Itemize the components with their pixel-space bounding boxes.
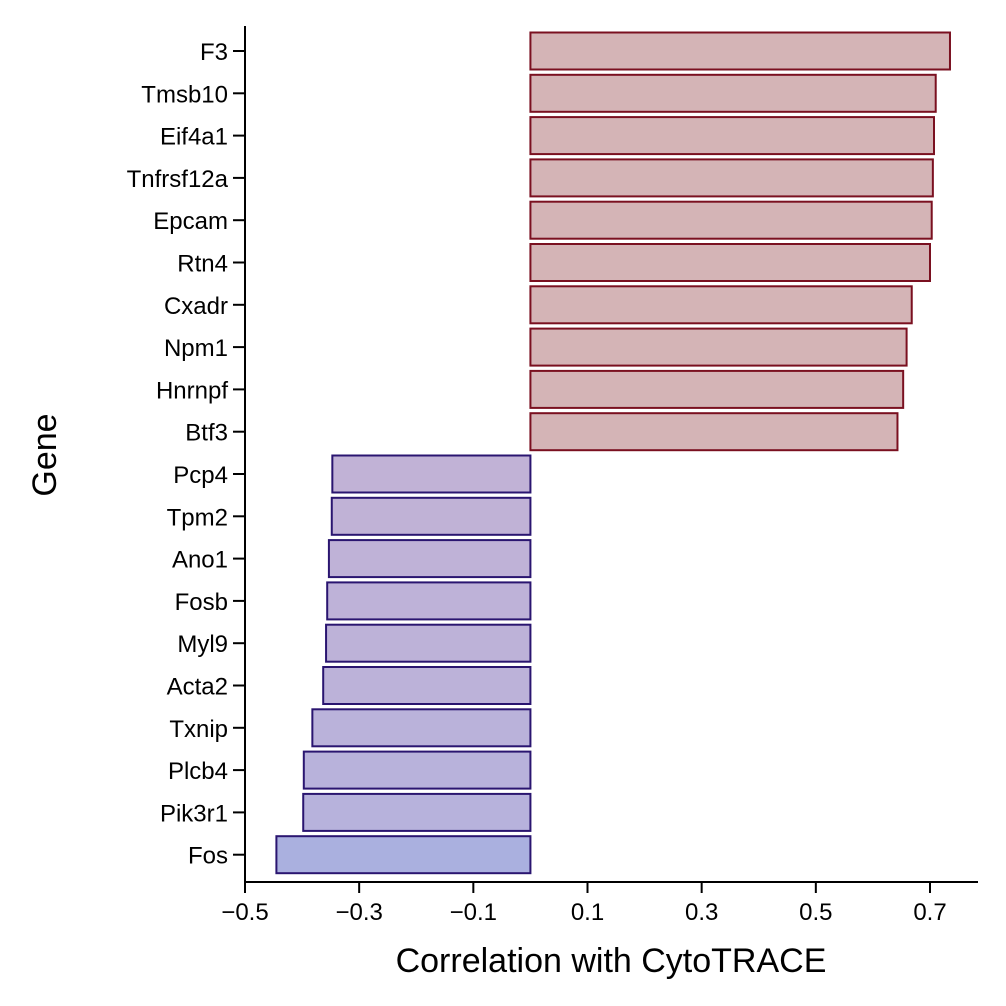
- y-tick-label: Tnfrsf12a: [127, 166, 229, 193]
- bar-rtn4: [529, 243, 931, 282]
- bar-f3: [529, 31, 951, 71]
- bar-pcp4: [331, 454, 532, 494]
- bar-myl9: [325, 623, 532, 663]
- y-tick-label: Fos: [188, 843, 228, 870]
- bar-tpm2: [330, 496, 532, 536]
- y-axis-title: Gene: [26, 413, 64, 496]
- y-tick-label: Myl9: [177, 631, 228, 658]
- bar-tmsb10: [529, 73, 937, 113]
- y-tick-label: F3: [200, 39, 228, 66]
- bar-tnfrsf12a: [529, 158, 934, 198]
- bar-fos: [275, 835, 532, 875]
- y-tick-label: Txnip: [169, 716, 228, 743]
- y-tick-label: Pik3r1: [160, 800, 228, 827]
- x-tick-label: 0.3: [685, 899, 718, 926]
- x-tick-label: 0.1: [571, 899, 604, 926]
- y-tick-label: Npm1: [164, 335, 228, 362]
- x-tick-label: 0.7: [913, 899, 946, 926]
- y-tick-label: Rtn4: [177, 251, 228, 278]
- y-tick-label: Cxadr: [164, 293, 228, 320]
- y-tick-label: Eif4a1: [160, 124, 228, 151]
- y-tick-label: Hnrnpf: [156, 377, 228, 404]
- x-tick-label: 0.5: [799, 899, 832, 926]
- y-tick-label: Plcb4: [168, 758, 228, 785]
- y-axis-ticks: F3 Tmsb10 Eif4a1 Tnfrsf12a Epcam Rtn4 Cxadr Npm…: [127, 39, 245, 870]
- bar-acta2: [322, 666, 532, 705]
- bar-epcam: [529, 200, 933, 240]
- bar-npm1: [529, 327, 908, 367]
- bar-ano1: [327, 539, 532, 579]
- bar-fosb: [326, 581, 532, 621]
- x-axis-ticks: −0.5 −0.3 −0.1 0.1 0.3 0.5 0.7: [221, 882, 947, 926]
- bar-txnip: [311, 708, 532, 748]
- bar-plcb4: [302, 750, 532, 790]
- bar-pik3r1: [302, 792, 532, 832]
- y-tick-label: Tmsb10: [141, 81, 228, 108]
- y-tick-label: Btf3: [185, 420, 228, 447]
- y-tick-label: Fosb: [175, 589, 228, 616]
- bar-hnrnpf: [529, 369, 905, 409]
- y-tick-label: Acta2: [167, 674, 228, 701]
- x-tick-label: −0.5: [221, 899, 268, 926]
- x-axis-title: Correlation with CytoTRACE: [396, 942, 827, 980]
- y-tick-label: Tpm2: [167, 504, 228, 531]
- bar-cxadr: [529, 285, 913, 325]
- y-tick-label: Ano1: [172, 547, 228, 574]
- y-tick-label: Pcp4: [173, 462, 228, 489]
- bar-btf3: [529, 412, 899, 452]
- x-tick-label: −0.3: [335, 899, 382, 926]
- x-tick-label: −0.1: [450, 899, 497, 926]
- bar-eif4a1: [529, 116, 935, 156]
- bars-group: [275, 31, 951, 875]
- y-tick-label: Epcam: [153, 208, 228, 235]
